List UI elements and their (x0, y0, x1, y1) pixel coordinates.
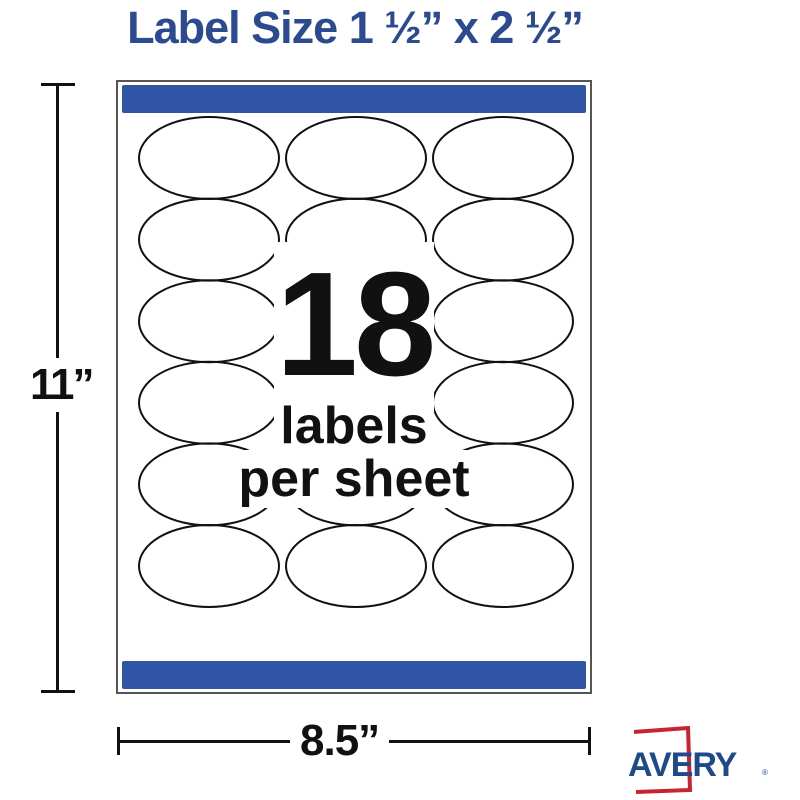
label-count-text: 18 (273, 242, 436, 407)
width-dimension-cap-left (117, 727, 120, 755)
logo-frame (633, 726, 693, 794)
sheet-top-bar (122, 85, 586, 113)
registered-mark: ® (762, 768, 768, 777)
per-sheet-text-span: per sheet (232, 450, 476, 508)
per-sheet-text: per sheet (118, 450, 590, 508)
label-oval (432, 524, 574, 608)
height-dimension-cap-top (41, 83, 75, 86)
labels-text: labels (118, 397, 590, 455)
label-oval (138, 524, 280, 608)
label-oval (138, 116, 280, 200)
logo-text: AVERY (628, 746, 738, 784)
label-oval (285, 524, 427, 608)
width-dimension-label: 8.5” (290, 716, 390, 766)
page-title: Label Size 1 ½” x 2 ½” (127, 2, 584, 53)
height-dimension-cap-bottom (41, 690, 75, 693)
label-sheet: 18 labels per sheet (116, 80, 592, 694)
labels-text-span: labels (274, 397, 434, 455)
width-dimension-cap-right (588, 727, 591, 755)
height-dimension-label: 11” (30, 358, 95, 412)
label-count: 18 (118, 242, 590, 407)
label-oval (432, 116, 574, 200)
sheet-bottom-bar (122, 661, 586, 689)
label-oval (285, 116, 427, 200)
avery-logo: AVERY ® (628, 726, 768, 794)
